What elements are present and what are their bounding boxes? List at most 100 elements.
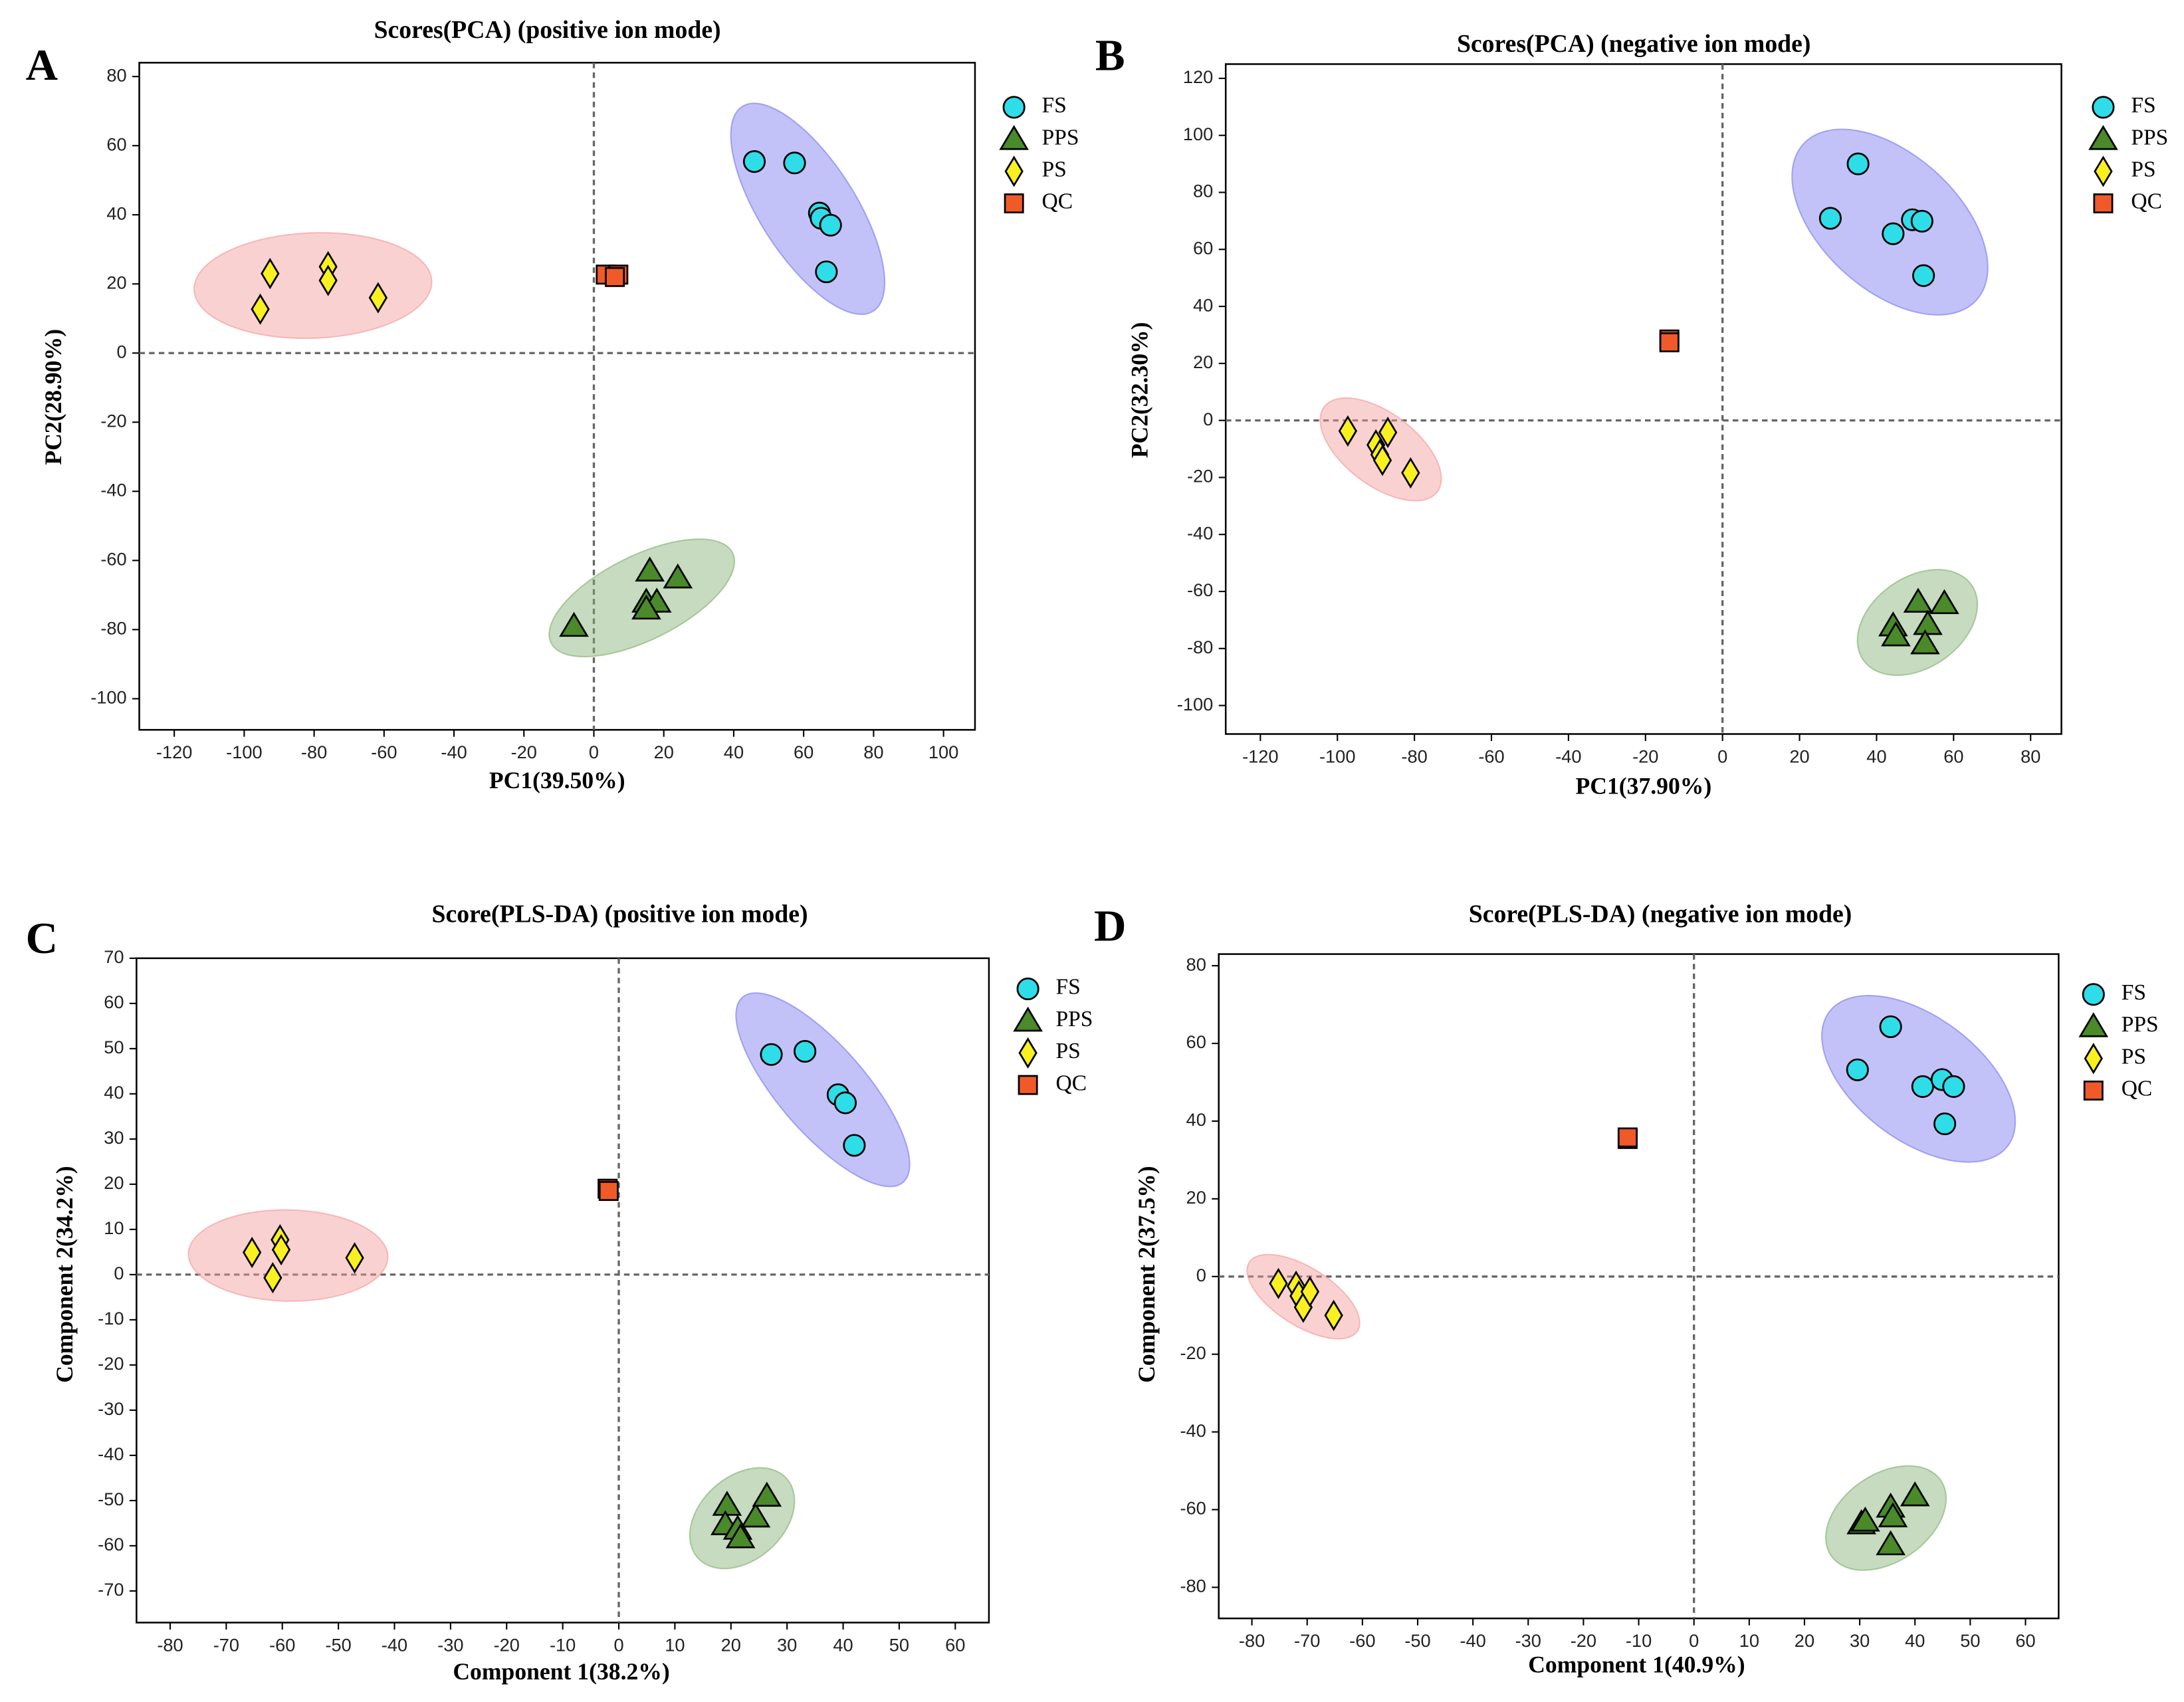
point (1378, 417, 1398, 449)
x-tick-label: 10 (665, 1634, 685, 1655)
x-tick-label: -80 (1401, 746, 1427, 766)
y-tick-label: 80 (106, 64, 126, 85)
point (1659, 332, 1680, 353)
point (1324, 1299, 1343, 1331)
point (1269, 1267, 1288, 1299)
y-tick-label: -60 (1180, 1498, 1206, 1519)
x-tick-label: 30 (777, 1634, 797, 1655)
point (243, 1236, 262, 1269)
point (1929, 589, 1959, 615)
legend-swatch (2093, 193, 2114, 214)
x-tick-label: 20 (721, 1634, 741, 1655)
x-tick-label: 80 (2020, 746, 2040, 766)
point (263, 1262, 282, 1294)
chart-title: Score(PLS-DA) (positive ion mode) (432, 901, 808, 928)
y-tick-label: -80 (1180, 1576, 1206, 1596)
x-tick-label: 40 (833, 1634, 853, 1655)
legend-label: PS (2131, 158, 2155, 182)
y-axis-label: Component 2(37.5%) (1133, 1166, 1160, 1382)
x-tick-label: 100 (928, 742, 958, 762)
point (843, 1134, 866, 1157)
point (605, 266, 625, 287)
point (1878, 1502, 1908, 1528)
point (740, 1502, 771, 1528)
y-tick-label: 0 (114, 1263, 124, 1283)
legend-label: PPS (1056, 1007, 1093, 1031)
x-tick-label: -30 (437, 1634, 463, 1655)
point (1910, 209, 1933, 233)
x-tick-label: -20 (1571, 1630, 1596, 1651)
y-tick-label: 20 (1193, 352, 1213, 372)
x-tick-label: -40 (382, 1634, 407, 1655)
point (752, 1481, 782, 1507)
point (1912, 264, 1935, 287)
legend-label: PPS (2122, 1012, 2159, 1037)
y-tick-label: 0 (1196, 1265, 1206, 1285)
point (1879, 1015, 1902, 1038)
y-tick-label: 20 (106, 272, 126, 292)
x-tick-label: -20 (511, 742, 537, 762)
point (271, 1233, 291, 1266)
x-tick-label: 60 (1943, 746, 1963, 766)
x-tick-label: -50 (325, 1634, 351, 1655)
y-tick-label: -40 (1180, 1420, 1206, 1441)
group-region (1856, 569, 1979, 677)
chart-title: Scores(PCA) (negative ion mode) (1457, 30, 1811, 58)
y-tick-label: 80 (1186, 954, 1206, 974)
point (819, 213, 842, 237)
legend-label: FS (2131, 93, 2155, 118)
x-tick-label: -60 (371, 742, 397, 762)
y-tick-label: 30 (104, 1127, 124, 1148)
y-axis-label: Component 2(34.2%) (51, 1166, 78, 1382)
point (1338, 415, 1358, 447)
legend-label: FS (2122, 980, 2146, 1005)
point (794, 1039, 817, 1063)
y-tick-label: 0 (1203, 409, 1213, 429)
chart-title: Scores(PCA) (positive ion mode) (374, 16, 721, 44)
x-tick-label: 60 (945, 1634, 965, 1655)
y-tick-label: -20 (1187, 466, 1213, 486)
point (368, 282, 388, 314)
y-axis-label: PC2(28.90%) (40, 329, 66, 465)
x-axis-label: PC1(39.50%) (489, 767, 625, 794)
group-region (193, 232, 433, 340)
panel-letter: C (26, 913, 58, 963)
legend-swatch (1013, 1006, 1043, 1032)
y-tick-label: 60 (104, 992, 124, 1012)
x-tick-label: -80 (157, 1634, 183, 1655)
group-region (735, 992, 911, 1188)
x-tick-label: 80 (863, 742, 883, 762)
group-region (689, 1467, 796, 1570)
legend-label: PS (1042, 158, 1067, 182)
x-tick-label: -100 (226, 742, 263, 762)
x-tick-label: -40 (1555, 746, 1581, 766)
x-tick-label: -60 (269, 1634, 295, 1655)
point (1882, 222, 1905, 245)
point (261, 258, 280, 290)
legend-swatch (1018, 1037, 1037, 1069)
point (1617, 1127, 1638, 1148)
legend-swatch (999, 125, 1029, 150)
point (318, 265, 338, 296)
point (345, 1242, 364, 1274)
chart-title: Score(PLS-DA) (negative ion mode) (1469, 901, 1852, 928)
x-tick-label: -30 (1515, 1630, 1541, 1651)
x-tick-label: -40 (441, 742, 467, 762)
point (663, 563, 693, 589)
x-tick-label: 30 (1850, 1630, 1870, 1651)
x-tick-label: 40 (1905, 1630, 1925, 1651)
point (1818, 207, 1842, 230)
legend-label: PS (1056, 1039, 1081, 1063)
point (631, 594, 661, 620)
x-tick-label: 40 (1866, 746, 1886, 766)
legend-swatch (2092, 96, 2115, 119)
x-tick-label: 60 (2015, 1630, 2035, 1651)
x-tick-label: -20 (494, 1634, 520, 1655)
y-tick-label: -50 (98, 1489, 124, 1509)
point (760, 1043, 783, 1066)
y-tick-label: -80 (1187, 637, 1213, 657)
legend-label: PPS (1042, 125, 1079, 150)
group-region (730, 102, 886, 315)
x-tick-label: -100 (1319, 746, 1356, 766)
legend-swatch (2094, 156, 2113, 187)
